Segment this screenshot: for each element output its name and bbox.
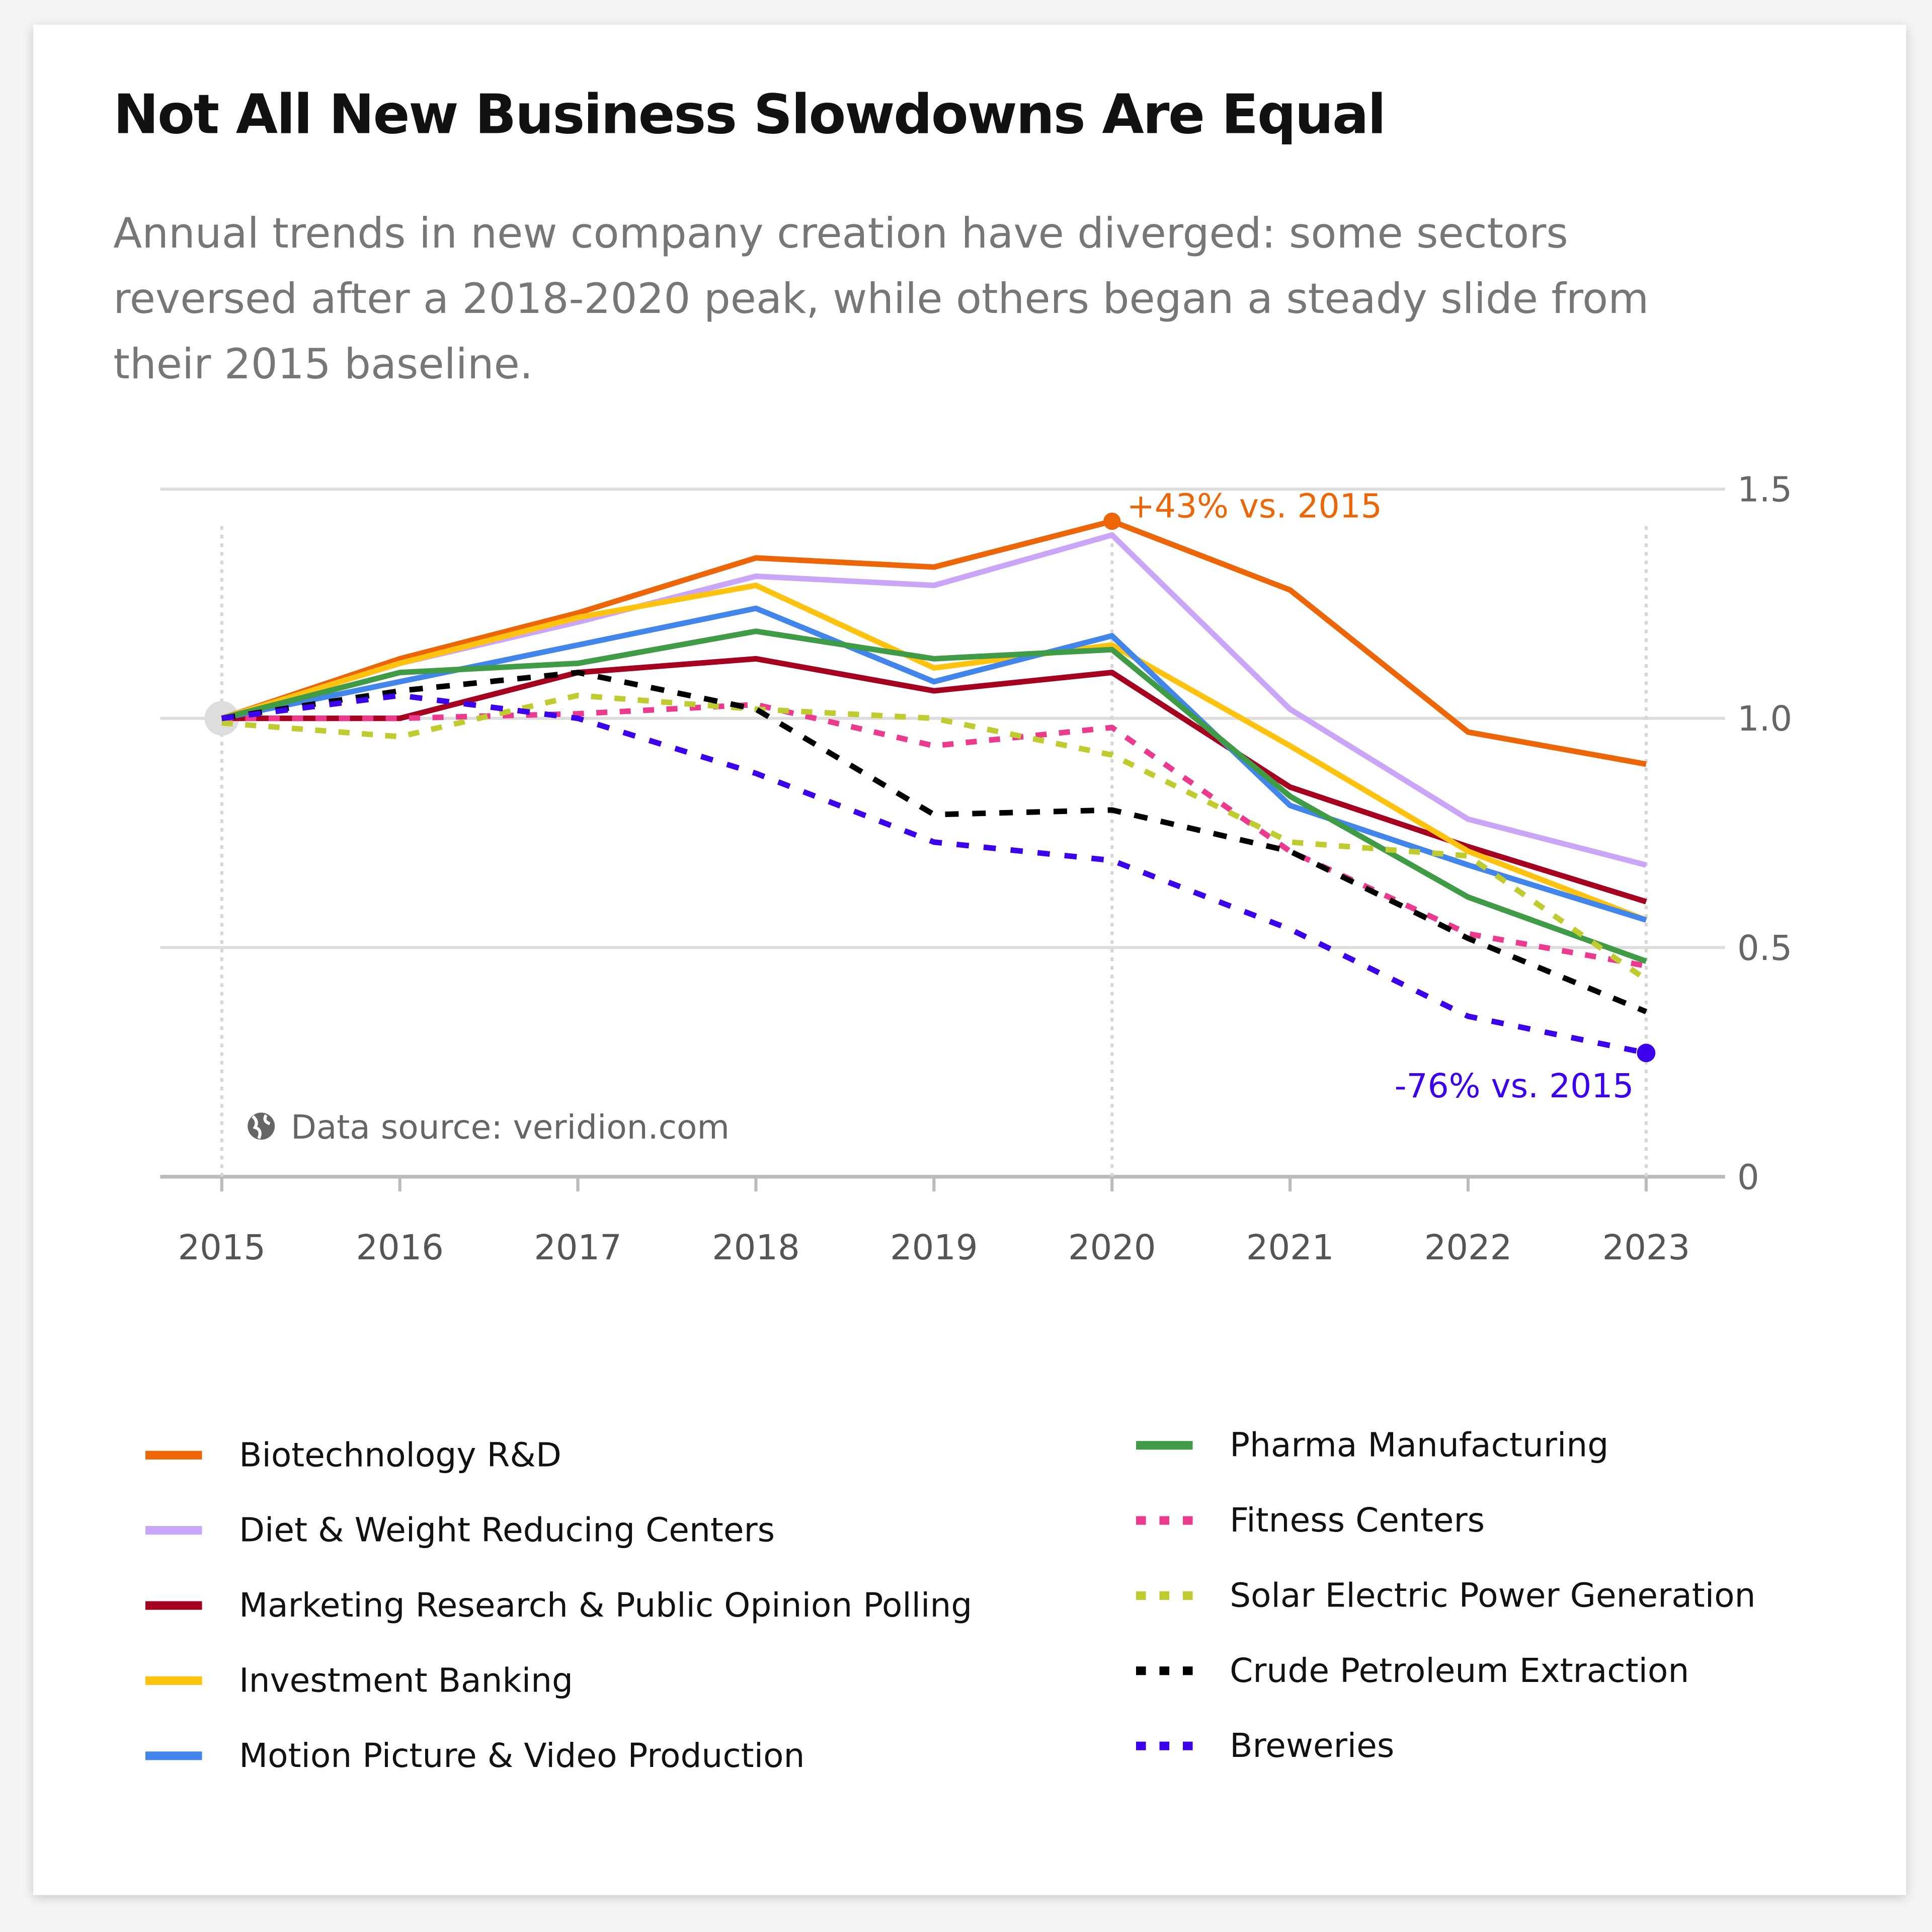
legend-swatch xyxy=(1136,1666,1193,1675)
y-tick-label: 0.5 xyxy=(1737,928,1792,969)
legend-label: Diet & Weight Reducing Centers xyxy=(239,1511,775,1550)
legend-swatch xyxy=(145,1451,202,1460)
x-tick-label: 2023 xyxy=(1602,1228,1691,1268)
x-tick-label: 2016 xyxy=(356,1228,444,1268)
series-line-biotechnology-r-d xyxy=(221,518,1647,767)
y-tick-label: 0 xyxy=(1737,1157,1759,1197)
x-tick-label: 2022 xyxy=(1424,1228,1512,1268)
legend-item: Crude Petroleum Extraction xyxy=(1136,1649,1689,1693)
baseline-marker xyxy=(204,701,239,736)
x-tick-label: 2021 xyxy=(1246,1228,1334,1268)
data-source: Data source: veridion.com xyxy=(248,1108,730,1147)
line-chart: 0 0.5 1.0 1.5 2015 2016 2017 2018 2019 2020 2021 20… xyxy=(160,470,1792,1268)
annotation-dot xyxy=(1637,1043,1656,1063)
legend-item: Motion Picture & Video Production xyxy=(145,1734,804,1778)
chart-subtitle: Annual trends in new company creation ha… xyxy=(113,209,1649,389)
annotation-label: +43% vs. 2015 xyxy=(1127,487,1382,526)
legend-label: Breweries xyxy=(1230,1727,1395,1765)
legend-label: Fitness Centers xyxy=(1230,1501,1485,1540)
data-source-text: Data source: veridion.com xyxy=(291,1108,730,1147)
legend-label: Motion Picture & Video Production xyxy=(239,1736,805,1775)
series-line-pharma-manufacturing xyxy=(221,628,1647,964)
series-line-fitness-centers xyxy=(221,701,1647,969)
legend-label: Crude Petroleum Extraction xyxy=(1230,1651,1689,1690)
x-tick-label: 2017 xyxy=(534,1228,622,1268)
legend-swatch xyxy=(145,1676,202,1685)
legend-label: Solar Electric Power Generation xyxy=(1230,1576,1756,1615)
legend-label: Biotechnology R&D xyxy=(239,1436,561,1475)
chart-card xyxy=(33,24,1906,1895)
legend-item: Solar Electric Power Generation xyxy=(1136,1573,1755,1618)
legend-swatch xyxy=(145,1601,202,1610)
legend-item: Marketing Research & Public Opinion Poll… xyxy=(145,1583,972,1628)
legend-label: Investment Banking xyxy=(239,1661,574,1700)
series-line-diet-weight-reducing-centers xyxy=(221,532,1647,868)
legend-swatch xyxy=(1136,1516,1193,1525)
series-line-breweries xyxy=(221,692,1647,1056)
series-line-marketing-research-public-opinion-polling xyxy=(221,656,1647,905)
x-tick-label: 2018 xyxy=(712,1228,800,1268)
globe-icon-detail xyxy=(252,1114,271,1140)
annotation-dot xyxy=(1103,512,1121,530)
x-tick-label: 2020 xyxy=(1068,1228,1156,1268)
annotation-label: -76% vs. 2015 xyxy=(1395,1067,1634,1105)
series-line-investment-banking xyxy=(221,583,1647,923)
x-tick-label: 2019 xyxy=(890,1228,978,1268)
legend-label: Pharma Manufacturing xyxy=(1230,1426,1609,1465)
x-tick-label: 2015 xyxy=(178,1228,266,1268)
legend-swatch xyxy=(145,1751,202,1760)
legend-swatch xyxy=(1136,1441,1193,1450)
y-tick-label: 1.5 xyxy=(1737,470,1792,510)
legend-item: Biotechnology R&D xyxy=(145,1433,561,1477)
legend-item: Diet & Weight Reducing Centers xyxy=(145,1508,775,1553)
y-tick-label: 1.0 xyxy=(1737,699,1792,739)
legend-swatch xyxy=(1136,1741,1193,1750)
chart-title: Not All New Business Slowdowns Are Equal xyxy=(113,84,1386,147)
legend-swatch xyxy=(1136,1591,1193,1600)
legend-item: Investment Banking xyxy=(145,1658,573,1703)
legend-label: Marketing Research & Public Opinion Poll… xyxy=(239,1586,973,1625)
series-line-solar-electric-power-generation xyxy=(221,692,1648,982)
legend-item: Fitness Centers xyxy=(1136,1498,1485,1543)
legend-item: Breweries xyxy=(1136,1724,1394,1768)
legend-swatch xyxy=(145,1526,202,1535)
legend-item: Pharma Manufacturing xyxy=(1136,1423,1608,1468)
